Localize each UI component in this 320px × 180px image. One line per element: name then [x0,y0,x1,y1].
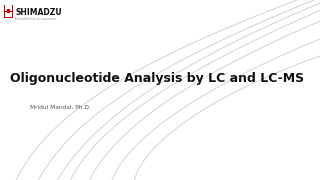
Bar [5,5,12,17]
Text: Mridul Mandal, Ph.D.: Mridul Mandal, Ph.D. [30,104,91,109]
Bar [7,9,10,13]
Bar [4,4,13,18]
Text: SHIMADZU: SHIMADZU [15,8,62,17]
Text: Excellence in science: Excellence in science [15,17,57,21]
Bar [5,11,12,12]
Text: Oligonucleotide Analysis by LC and LC-MS: Oligonucleotide Analysis by LC and LC-MS [10,72,304,85]
